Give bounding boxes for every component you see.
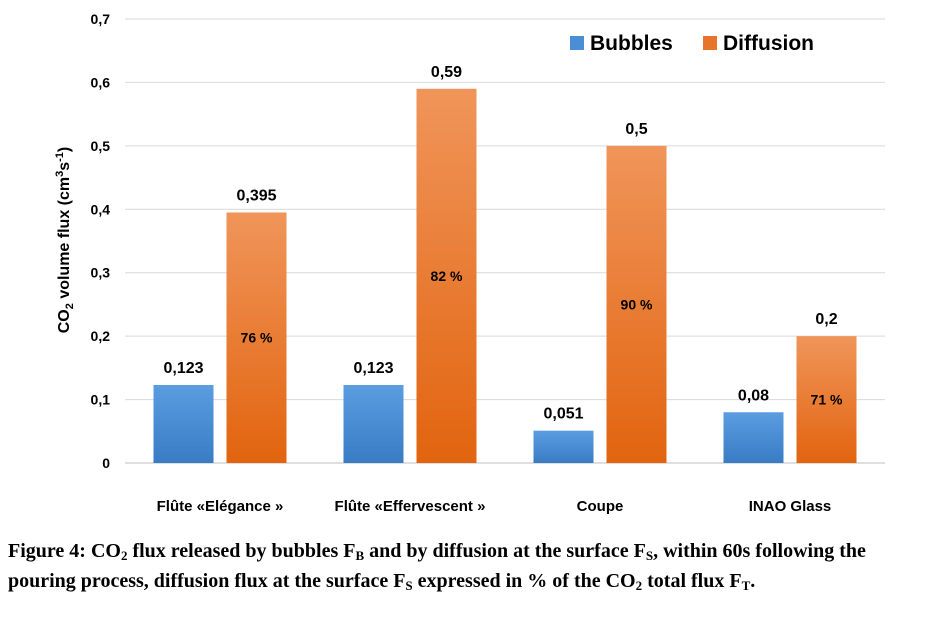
bubbles-bar xyxy=(723,412,784,463)
y-tick-label: 0,6 xyxy=(91,74,111,90)
x-axis-ticks: Flûte «Elégance » Flûte «Effervescent » Co… xyxy=(157,498,832,515)
percentage-label: 71 % xyxy=(811,392,843,408)
legend-label: Diffusion xyxy=(723,32,814,55)
data-label: 0,395 xyxy=(236,187,276,204)
data-label: 0,123 xyxy=(353,360,393,377)
caption-text: , within 60s following the pouring proce… xyxy=(8,540,866,592)
bubbles-bar xyxy=(533,430,594,463)
data-label: 0,2 xyxy=(815,311,837,328)
legend-swatch xyxy=(570,36,584,50)
caption-text: total flux F xyxy=(642,570,742,592)
y-tick-label: 0,7 xyxy=(91,11,111,27)
x-tick-label: INAO Glass xyxy=(749,498,832,515)
data-labels: 0,123 0,395 76 % 0,123 0,59 82 % 0,051 0,5 90 % 0… xyxy=(163,64,843,423)
diffusion-bar xyxy=(606,145,667,463)
figure-caption: Figure 4: CO2 flux released by bubbles F… xyxy=(8,536,920,596)
bars xyxy=(153,88,857,464)
caption-text: and by diffusion at the surface F xyxy=(364,540,646,562)
y-tick-label: 0,5 xyxy=(91,138,111,154)
data-label: 0,5 xyxy=(625,121,647,138)
caption-text: . xyxy=(750,570,756,592)
caption-sub: T xyxy=(741,578,751,593)
y-axis-ticks: 0 0,1 0,2 0,3 0,4 0,5 0,6 0,7 xyxy=(91,11,111,471)
data-label: 0,051 xyxy=(543,406,583,423)
y-axis-title: CO2 volume flux (cm3s-1) xyxy=(54,147,76,334)
legend-swatch xyxy=(703,36,717,50)
legend-label: Bubbles xyxy=(590,32,673,55)
x-tick-label: Flûte «Effervescent » xyxy=(335,498,486,515)
caption-sub: 2 xyxy=(120,548,128,563)
data-label: 0,59 xyxy=(431,64,462,81)
caption-text: expressed in % of the CO xyxy=(412,570,636,592)
percentage-label: 76 % xyxy=(241,330,273,346)
percentage-label: 90 % xyxy=(621,296,653,312)
y-tick-label: 0,4 xyxy=(91,201,111,217)
percentage-label: 82 % xyxy=(431,268,463,284)
data-label: 0,123 xyxy=(163,360,203,377)
caption-sub: S xyxy=(645,548,654,563)
bubbles-bar xyxy=(343,384,404,463)
y-tick-label: 0,1 xyxy=(91,392,111,408)
caption-sub: 2 xyxy=(635,578,643,593)
caption-text: flux released by bubbles F xyxy=(127,540,356,562)
diffusion-bar xyxy=(796,336,857,463)
legend: Bubbles Diffusion xyxy=(570,32,814,55)
diffusion-bar xyxy=(226,212,287,463)
caption-prefix: Figure 4: CO xyxy=(8,540,121,562)
y-tick-label: 0,3 xyxy=(91,265,111,281)
data-label: 0,08 xyxy=(738,387,769,404)
y-tick-label: 0,2 xyxy=(91,328,111,344)
diffusion-bar xyxy=(416,88,477,464)
caption-sub: B xyxy=(355,548,365,563)
x-tick-label: Flûte «Elégance » xyxy=(157,498,284,515)
caption-sub: S xyxy=(405,578,413,593)
y-tick-label: 0 xyxy=(102,455,110,471)
x-tick-label: Coupe xyxy=(577,498,624,515)
bubbles-bar xyxy=(153,384,214,463)
